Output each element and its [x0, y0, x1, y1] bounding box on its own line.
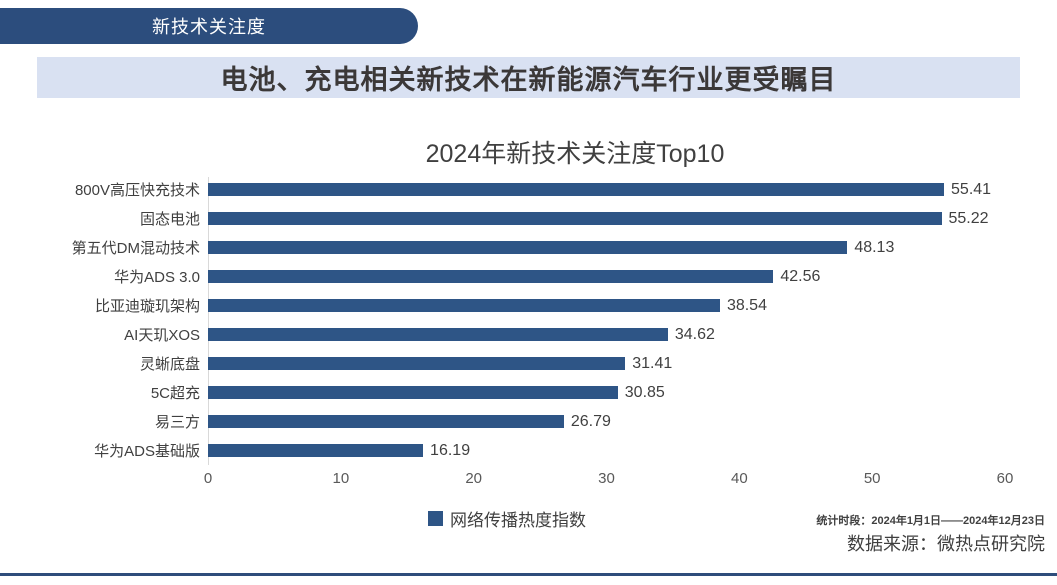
bar-value-label: 16.19 [430, 441, 471, 459]
headline-banner: 电池、充电相关新技术在新能源汽车行业更受瞩目 [37, 57, 1020, 98]
section-tab-label: 新技术关注度 [152, 17, 266, 37]
bar-value-label: 55.22 [948, 209, 989, 227]
stats-period-note: 统计时段：2024年1月1日——2024年12月23日 [816, 515, 1045, 527]
bar-track: 34.62 [208, 325, 1005, 343]
category-label: 华为ADS基础版 [94, 443, 200, 460]
chart-title: 2024年新技术关注度Top10 [425, 140, 725, 168]
category-label: 5C超充 [150, 385, 200, 402]
bar-track: 55.22 [208, 209, 1005, 227]
category-label: AI天玑XOS [124, 327, 200, 344]
bar [208, 212, 942, 225]
bar-track: 48.13 [208, 238, 1005, 256]
bar-row: 800V高压快充技术 55.41 [0, 175, 1057, 204]
bar-value-label: 30.85 [624, 383, 665, 401]
bar-row: 华为ADS 3.0 42.56 [0, 262, 1057, 291]
bar [208, 299, 720, 312]
legend-label: 网络传播热度指数 [450, 511, 586, 530]
bar-track: 31.41 [208, 354, 1005, 372]
bar-track: 55.41 [208, 180, 1005, 198]
category-label: 易三方 [154, 414, 200, 431]
bar [208, 328, 668, 341]
category-label: 华为ADS 3.0 [114, 269, 200, 286]
bar-track: 16.19 [208, 441, 1005, 459]
legend: 网络传播热度指数 [428, 506, 586, 531]
bar [208, 386, 618, 399]
bar-row: 比亚迪璇玑架构 38.54 [0, 291, 1057, 320]
bar-rows: 800V高压快充技术 55.41 固态电池 55.22 第五代DM混动技术 48.13 华为… [0, 175, 1057, 465]
category-label: 固态电池 [139, 211, 200, 228]
bar-track: 26.79 [208, 412, 1005, 430]
bar-value-label: 31.41 [632, 354, 673, 372]
x-tick-label: 30 [598, 470, 615, 487]
bar-row: 灵蜥底盘 31.41 [0, 349, 1057, 378]
legend-swatch [428, 511, 443, 526]
bar-row: 第五代DM混动技术 48.13 [0, 233, 1057, 262]
bar [208, 357, 626, 370]
x-tick-label: 40 [730, 470, 748, 487]
bar [208, 183, 945, 196]
bar-row: 华为ADS基础版 16.19 [0, 436, 1057, 465]
bar [208, 241, 848, 254]
category-label: 800V高压快充技术 [74, 182, 200, 199]
x-tick-label: 10 [332, 470, 350, 487]
bar-value-label: 34.62 [674, 325, 715, 343]
bar-value-label: 42.56 [780, 267, 821, 285]
bar-track: 38.54 [208, 296, 1005, 314]
x-tick-label: 60 [996, 470, 1014, 487]
bar-row: AI天玑XOS 34.62 [0, 320, 1057, 349]
bar-track: 30.85 [208, 383, 1005, 401]
x-axis: 0 10 20 30 40 50 60 [0, 470, 1057, 490]
y-axis-line [208, 177, 209, 465]
section-tab: 新技术关注度 [0, 8, 418, 44]
x-tick-label: 20 [465, 470, 482, 487]
category-label: 第五代DM混动技术 [71, 240, 200, 257]
bar [208, 415, 564, 428]
bar-track: 42.56 [208, 267, 1005, 285]
bar-row: 易三方 26.79 [0, 407, 1057, 436]
bar-row: 固态电池 55.22 [0, 204, 1057, 233]
bar [208, 444, 424, 457]
bar-row: 5C超充 30.85 [0, 378, 1057, 407]
category-label: 比亚迪璇玑架构 [94, 298, 200, 315]
x-tick-label: 50 [863, 470, 881, 487]
category-label: 灵蜥底盘 [139, 356, 200, 373]
bar [208, 270, 774, 283]
bar-value-label: 55.41 [951, 180, 992, 198]
bar-value-label: 38.54 [726, 296, 767, 314]
bottom-divider [0, 573, 1057, 576]
bar-value-label: 48.13 [854, 238, 895, 256]
data-source-note: 数据来源：微热点研究院 [847, 534, 1045, 554]
headline-text: 电池、充电相关新技术在新能源汽车行业更受瞩目 [220, 65, 837, 95]
x-tick-label: 0 [203, 470, 213, 487]
bar-value-label: 26.79 [570, 412, 611, 430]
